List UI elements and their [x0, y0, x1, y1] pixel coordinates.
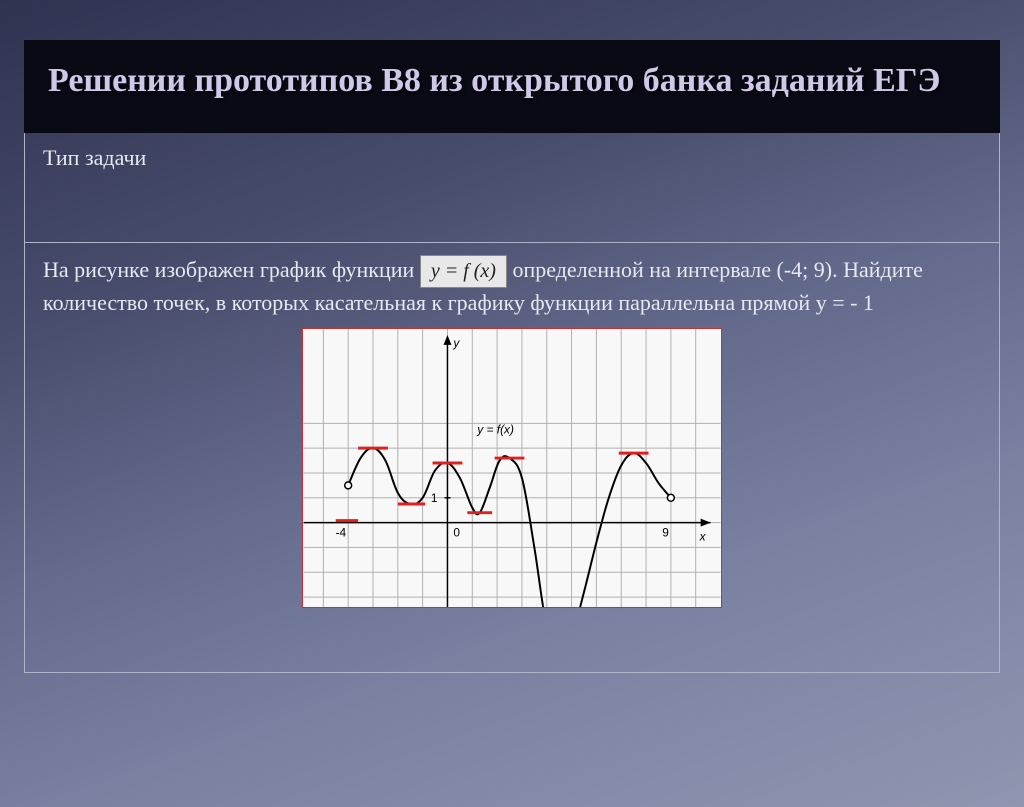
table-header-row: Тип задачи: [24, 133, 1000, 243]
chart-container: y x 0 -4 9 1 y = f(x): [43, 328, 981, 608]
content-table: Тип задачи На рисунке изображен график ф…: [24, 133, 1000, 673]
curve-group: [345, 448, 675, 607]
svg-text:0: 0: [453, 525, 460, 539]
svg-text:y: y: [452, 336, 460, 350]
labels-group: y x 0 -4 9 1 y = f(x): [336, 336, 707, 544]
grid-group: [304, 329, 721, 607]
slide-title-bar: Решении прототипов В8 из открытого банка…: [24, 40, 1000, 133]
problem-pre: На рисунке изображен график функции: [43, 257, 420, 282]
svg-text:1: 1: [431, 490, 438, 504]
slide-title: Решении прототипов В8 из открытого банка…: [48, 60, 976, 103]
svg-text:9: 9: [662, 525, 669, 539]
svg-text:x: x: [699, 529, 707, 543]
table-header-text: Тип задачи: [43, 145, 146, 170]
function-chart: y x 0 -4 9 1 y = f(x): [303, 329, 721, 607]
problem-text: На рисунке изображен график функции y = …: [43, 255, 981, 318]
svg-text:-4: -4: [336, 525, 347, 539]
tangent-group: [336, 448, 649, 607]
table-problem-row: На рисунке изображен график функции y = …: [24, 243, 1000, 673]
axes-group: [304, 335, 711, 607]
svg-text:y = f(x): y = f(x): [476, 422, 514, 436]
chart-box: y x 0 -4 9 1 y = f(x): [302, 328, 722, 608]
formula-box: y = f (x): [420, 255, 507, 288]
